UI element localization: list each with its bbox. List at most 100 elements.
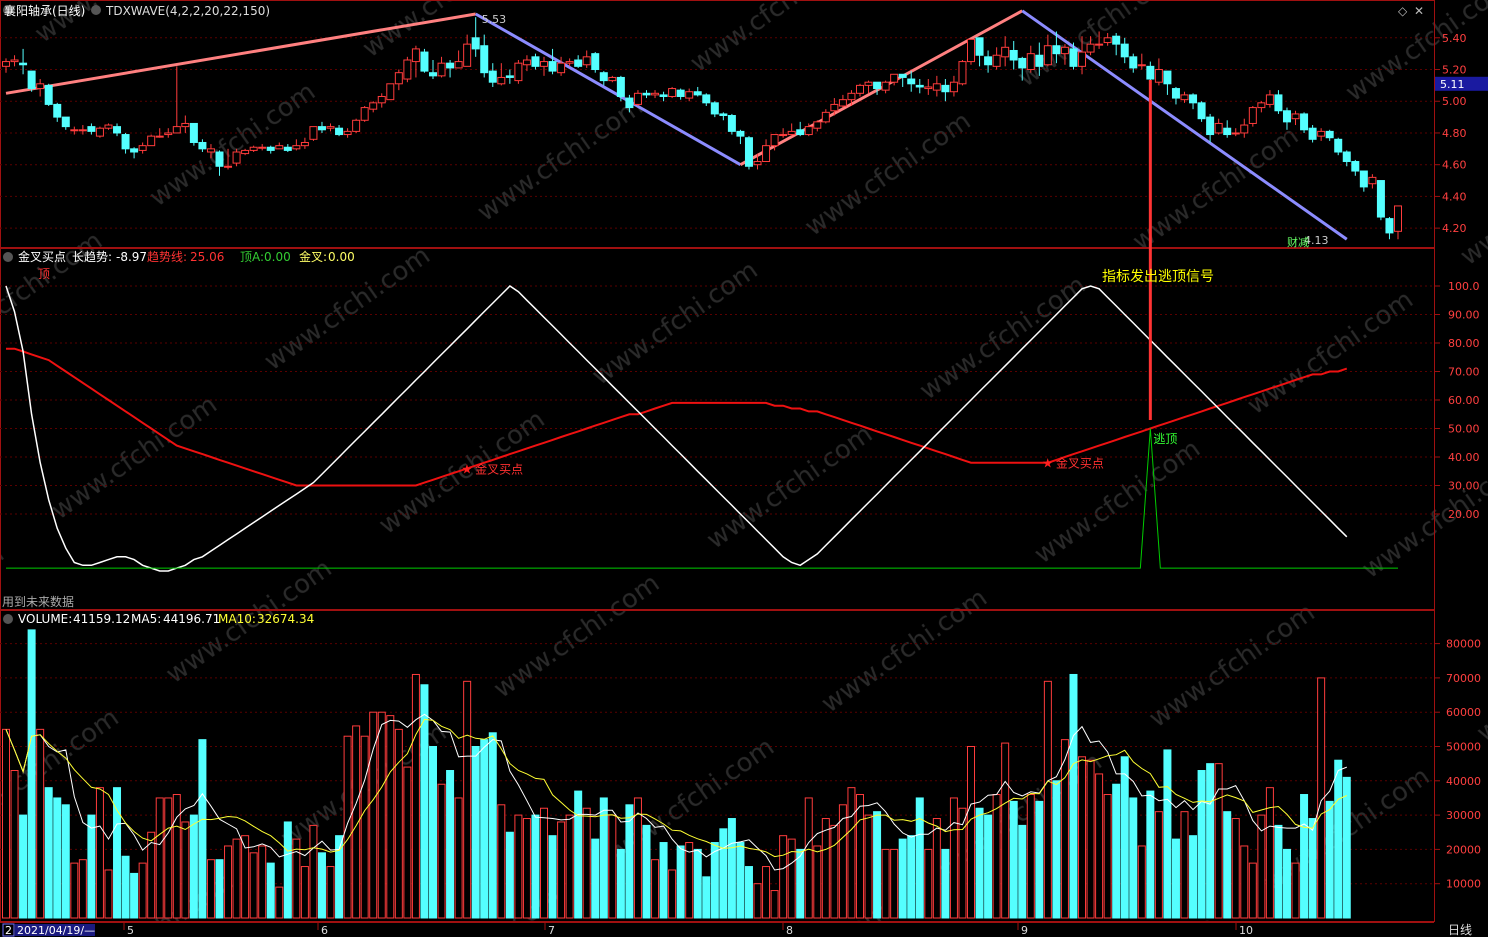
candle-body xyxy=(1265,94,1274,105)
volume-bar xyxy=(113,787,122,919)
candle-body xyxy=(1095,43,1104,46)
volume-bar xyxy=(744,866,753,919)
volume-bar xyxy=(164,797,173,919)
volume-bar xyxy=(446,770,455,919)
buy-signal-label: 金叉买点 xyxy=(1056,456,1104,471)
volume-bar xyxy=(454,797,463,919)
candle-body xyxy=(668,88,677,97)
volume-bar xyxy=(873,811,882,919)
x-axis-start-box[interactable] xyxy=(2,923,15,937)
candle-body xyxy=(984,56,993,66)
volume-bar xyxy=(1248,862,1257,919)
volume-bar xyxy=(1189,835,1198,919)
volume-collapse-icon[interactable] xyxy=(3,614,13,624)
volume-bar xyxy=(206,859,215,919)
candle-body xyxy=(241,149,250,155)
volume-header: VOLUME: 41159.12 MA5: 44196.71 MA10: 326… xyxy=(3,612,314,626)
candle-body xyxy=(224,165,233,168)
volume-bar xyxy=(403,766,412,919)
price-header: 襄阳轴承(日线) TDXWAVE(4,2,2,20,22,150) ◇ ✕ xyxy=(3,3,1424,18)
candle-body xyxy=(53,103,62,118)
gold-cross-label: 金叉: xyxy=(299,249,327,264)
candle-body xyxy=(710,102,719,115)
candle-body xyxy=(326,126,335,129)
candle-body xyxy=(676,89,685,97)
month-label: 6 xyxy=(321,924,328,937)
candle-body xyxy=(19,62,28,66)
diamond-icon[interactable]: ◇ xyxy=(1398,4,1408,18)
volume-bar xyxy=(1086,759,1095,919)
volume-bar xyxy=(1018,824,1027,919)
month-label: 9 xyxy=(1021,924,1028,937)
candle-body xyxy=(497,76,506,85)
volume-bar xyxy=(1052,780,1061,919)
candle-body xyxy=(1376,180,1385,218)
volume-bar xyxy=(1282,848,1291,919)
candle-body xyxy=(1257,102,1266,109)
candle-body xyxy=(275,145,284,150)
volume-bar xyxy=(616,848,625,919)
indicator-collapse-icon[interactable] xyxy=(3,252,13,262)
candle-body xyxy=(138,145,147,151)
escape-signal-line xyxy=(6,428,1398,569)
candle-body xyxy=(1103,37,1112,44)
candle-body xyxy=(232,151,241,164)
volume-axis: 80000 70000 60000 50000 40000 30000 20000 10000 xyxy=(1434,638,1481,891)
period-label[interactable]: 日线 xyxy=(1448,923,1472,937)
indicator-menu-icon[interactable] xyxy=(91,5,101,15)
volume-bar xyxy=(95,787,104,919)
candle-body xyxy=(821,111,830,123)
candle-body xyxy=(1060,46,1069,55)
candle-body xyxy=(531,56,540,67)
candle-body xyxy=(335,127,344,136)
indicator-title: 金叉买点 xyxy=(18,249,66,264)
volume-bar xyxy=(531,814,540,919)
candle-body xyxy=(1086,43,1095,53)
volume-axis-label: 80000 xyxy=(1446,638,1481,651)
volume-bar xyxy=(1325,800,1334,919)
candle-body xyxy=(958,61,967,85)
candle-body xyxy=(70,129,79,132)
volume-bar xyxy=(1120,756,1129,919)
volume-bar xyxy=(633,797,642,919)
volume-bar xyxy=(1291,862,1300,919)
close-icon[interactable]: ✕ xyxy=(1414,4,1424,18)
volume-bar xyxy=(932,818,941,919)
volume-bar xyxy=(19,814,28,919)
candle-body xyxy=(804,126,813,136)
volume-axis-label: 60000 xyxy=(1446,706,1481,719)
candle-body xyxy=(847,92,856,101)
candle-body xyxy=(1180,94,1189,101)
stock-name: 襄阳轴承(日线) xyxy=(4,3,85,18)
volume-bar xyxy=(599,797,608,919)
collapse-icon[interactable] xyxy=(3,5,13,15)
candle-body xyxy=(557,62,566,74)
volume-bar xyxy=(736,842,745,919)
candle-body xyxy=(514,62,523,82)
volume-bar xyxy=(172,794,181,919)
candle-body xyxy=(1394,205,1402,232)
volume-bar xyxy=(1342,776,1351,919)
volume-bar xyxy=(411,673,420,919)
volume-bar xyxy=(463,680,472,919)
candle-body xyxy=(164,132,173,136)
volume-bar xyxy=(1043,680,1052,919)
candle-body xyxy=(369,102,378,110)
indicator-grid xyxy=(0,285,1434,515)
volume-bar xyxy=(155,797,164,919)
volume-bar xyxy=(1206,763,1215,919)
volume-bar xyxy=(702,876,711,919)
candle-body xyxy=(941,84,950,93)
candle-body xyxy=(215,151,224,167)
volume-bar xyxy=(992,794,1001,919)
volume-bar xyxy=(386,715,395,919)
volume-bar xyxy=(821,818,830,919)
escape-top-label: 逃顶 xyxy=(1153,432,1177,446)
month-label: 7 xyxy=(548,924,555,937)
volume-bar xyxy=(949,797,958,919)
volume-ma10-line xyxy=(5,718,1348,858)
volume-bar xyxy=(1214,763,1223,919)
volume-axis-label: 20000 xyxy=(1446,843,1481,856)
candle-body xyxy=(113,126,122,134)
candle-body xyxy=(471,37,480,50)
